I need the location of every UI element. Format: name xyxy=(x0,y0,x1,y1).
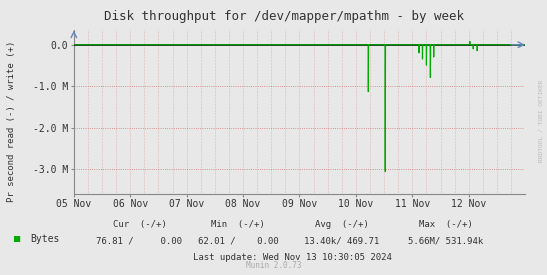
Text: Pr second read (-) / write (+): Pr second read (-) / write (+) xyxy=(7,40,15,202)
Text: Disk throughput for /dev/mapper/mpathm - by week: Disk throughput for /dev/mapper/mpathm -… xyxy=(104,10,464,23)
Text: Avg  (-/+): Avg (-/+) xyxy=(315,220,369,229)
Text: ■: ■ xyxy=(14,234,20,244)
Text: 62.01 /    0.00: 62.01 / 0.00 xyxy=(197,236,278,245)
Text: 76.81 /     0.00: 76.81 / 0.00 xyxy=(96,236,183,245)
Text: Last update: Wed Nov 13 10:30:05 2024: Last update: Wed Nov 13 10:30:05 2024 xyxy=(193,253,392,262)
Text: RRDTOOL / TOBI OETIKER: RRDTOOL / TOBI OETIKER xyxy=(538,80,543,162)
Text: Munin 2.0.73: Munin 2.0.73 xyxy=(246,261,301,270)
Text: 13.40k/ 469.71: 13.40k/ 469.71 xyxy=(304,236,380,245)
Text: 5.66M/ 531.94k: 5.66M/ 531.94k xyxy=(408,236,484,245)
Text: Bytes: Bytes xyxy=(30,234,60,244)
Text: Min  (-/+): Min (-/+) xyxy=(211,220,265,229)
Text: Cur  (-/+): Cur (-/+) xyxy=(113,220,166,229)
Text: Max  (-/+): Max (-/+) xyxy=(419,220,473,229)
